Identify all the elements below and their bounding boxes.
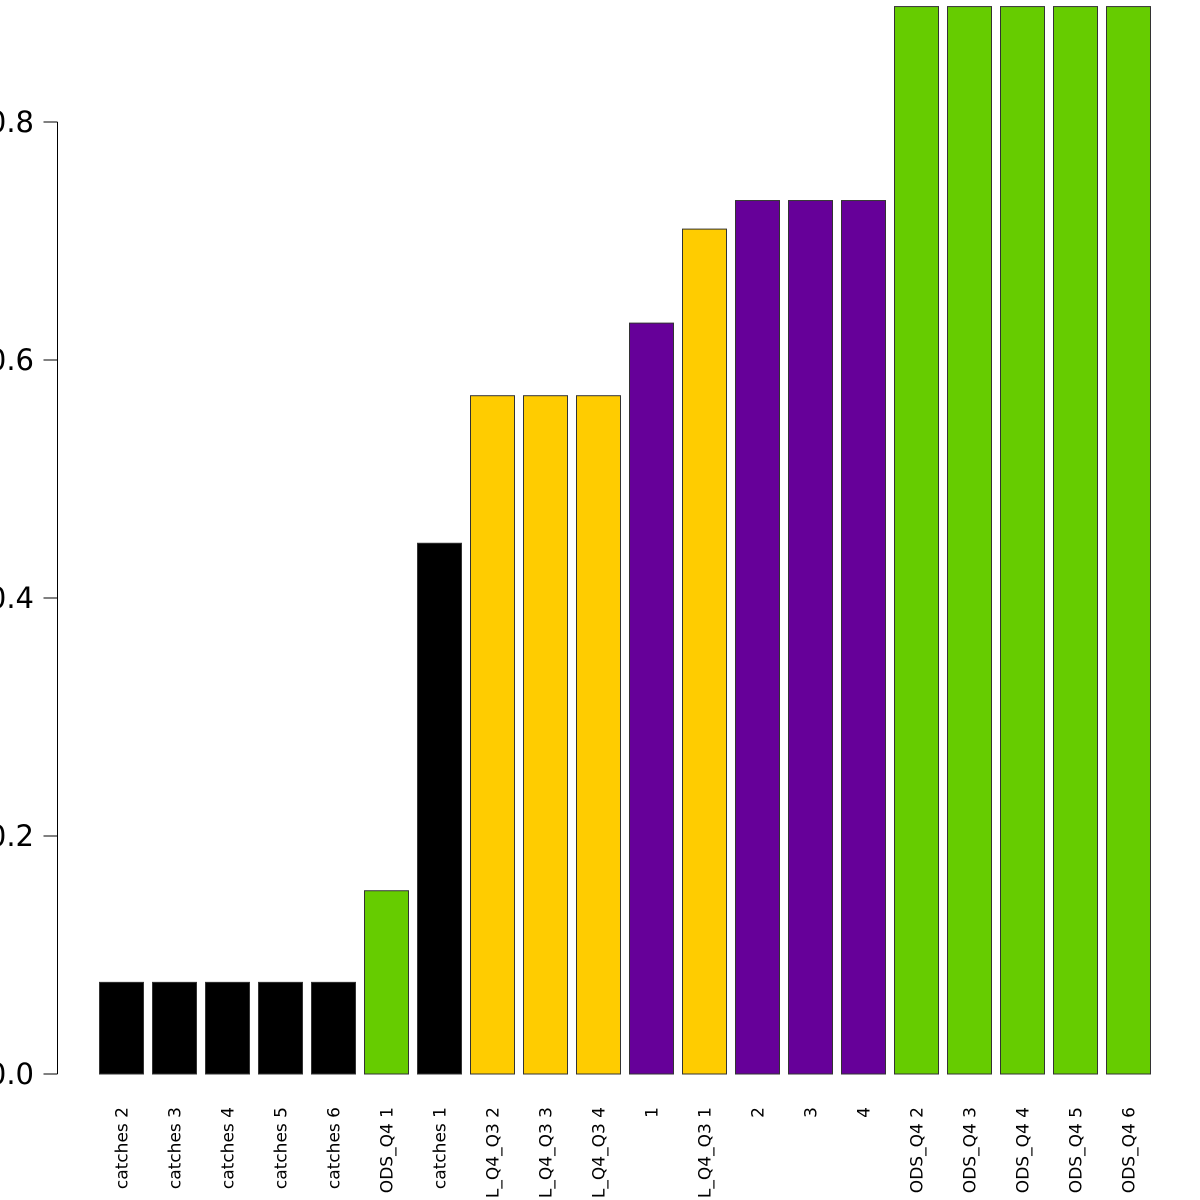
- bar-16: [894, 6, 939, 1075]
- x-tick-label: 3: [802, 1107, 822, 1118]
- bar-8: [470, 395, 515, 1075]
- x-tick-label: 1: [643, 1107, 663, 1118]
- x-tick-label: L_Q4_Q3 1: [696, 1107, 716, 1198]
- bar-5: [311, 981, 356, 1075]
- bar-10: [576, 395, 621, 1075]
- x-tick-label: ODS_Q4 1: [378, 1107, 398, 1193]
- bar-13: [735, 200, 780, 1075]
- bar-11: [629, 322, 674, 1075]
- bar-18: [1000, 6, 1045, 1075]
- bar-19: [1053, 6, 1098, 1075]
- bar-12: [682, 228, 727, 1075]
- x-tick-label: 2: [749, 1107, 769, 1118]
- bar-15: [841, 200, 886, 1075]
- x-tick-label: L_Q4_Q3 2: [484, 1107, 504, 1198]
- x-tick-label: catches 2: [113, 1107, 133, 1189]
- y-tick-label: 0.0: [0, 1057, 34, 1091]
- x-tick-label: L_Q4_Q3 3: [537, 1107, 557, 1198]
- y-axis: 0.0 0.2 0.4 0.6 0.8: [0, 105, 58, 1091]
- bar-20: [1106, 6, 1151, 1075]
- x-tick-label: L_Q4_Q3 4: [590, 1107, 610, 1198]
- x-tick-label: catches 1: [431, 1107, 451, 1189]
- bar-14: [788, 200, 833, 1075]
- bar-2: [152, 981, 197, 1075]
- x-tick-label: catches 3: [166, 1107, 186, 1189]
- x-tick-label: catches 4: [219, 1107, 239, 1189]
- bar-1: [99, 981, 144, 1075]
- bar-7: [417, 542, 462, 1075]
- x-tick-label: ODS_Q4 5: [1067, 1107, 1087, 1193]
- x-tick-label: ODS_Q4 3: [961, 1107, 981, 1193]
- bar-17: [947, 6, 992, 1075]
- bars-layer: [99, 6, 1151, 1075]
- x-tick-label: ODS_Q4 6: [1120, 1107, 1140, 1193]
- x-tick-label: catches 6: [325, 1107, 345, 1189]
- y-tick-label: 0.8: [0, 105, 34, 139]
- x-axis-labels: catches 2 catches 3 catches 4 catches 5 catc…: [113, 1107, 1140, 1198]
- bar-9: [523, 395, 568, 1075]
- bar-3: [205, 981, 250, 1075]
- y-tick-label: 0.2: [0, 819, 34, 853]
- bar-6: [364, 890, 409, 1075]
- x-tick-label: ODS_Q4 4: [1014, 1107, 1034, 1193]
- x-tick-label: ODS_Q4 2: [908, 1107, 928, 1193]
- y-tick-label: 0.6: [0, 343, 34, 377]
- y-tick-label: 0.4: [0, 581, 34, 615]
- x-tick-label: catches 5: [272, 1107, 292, 1189]
- x-tick-label: 4: [855, 1107, 875, 1118]
- bar-4: [258, 981, 303, 1075]
